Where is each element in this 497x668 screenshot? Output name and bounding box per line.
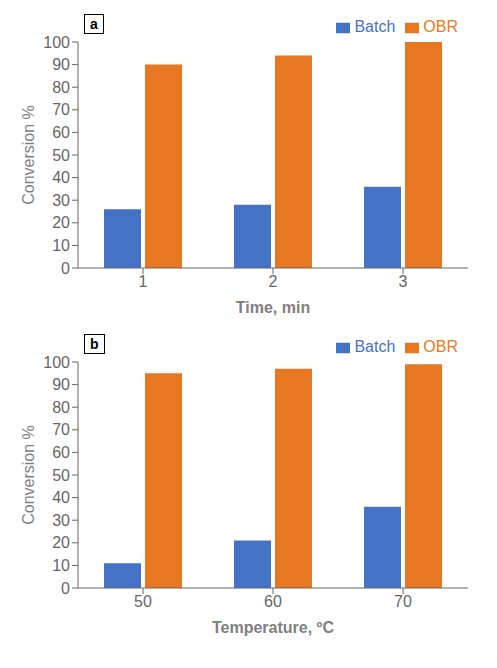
svg-text:70: 70 [52,101,70,118]
svg-text:100: 100 [43,354,70,371]
svg-text:50: 50 [52,467,70,484]
html-text:Batch: Batch [354,338,396,355]
svg-text:0: 0 [61,260,70,277]
svg-text:100: 100 [43,34,70,51]
svg-text:0: 0 [61,580,70,597]
svg-text:2: 2 [269,273,278,290]
svg-text:40: 40 [52,169,70,186]
svg-text:Temperature, ºC: Temperature, ºC [212,619,334,636]
svg-text:90: 90 [52,376,70,393]
svg-text:20: 20 [52,534,70,551]
svg-text:1: 1 [139,273,148,290]
svg-text:50: 50 [52,147,70,164]
svg-text:Time, min: Time, min [236,299,310,316]
svg-text:80: 80 [52,79,70,96]
svg-text:40: 40 [52,489,70,506]
svg-text:60: 60 [264,593,282,610]
html-text:OBR: OBR [423,18,458,35]
svg-text:10: 10 [52,237,70,254]
svg-text:70: 70 [394,593,412,610]
svg-text:Conversion %: Conversion % [20,105,37,205]
svg-text:30: 30 [52,512,70,529]
svg-text:Conversion %: Conversion % [20,425,37,525]
html-text:a: a [90,16,98,32]
html-text:b: b [90,336,99,352]
svg-text:20: 20 [52,214,70,231]
svg-text:70: 70 [52,421,70,438]
svg-text:60: 60 [52,124,70,141]
html-text:Batch: Batch [354,18,396,35]
svg-text:50: 50 [134,593,152,610]
svg-text:90: 90 [52,56,70,73]
svg-text:60: 60 [52,444,70,461]
svg-text:80: 80 [52,399,70,416]
svg-text:3: 3 [399,273,408,290]
html-text:OBR: OBR [423,338,458,355]
svg-text:10: 10 [52,557,70,574]
svg-text:30: 30 [52,192,70,209]
